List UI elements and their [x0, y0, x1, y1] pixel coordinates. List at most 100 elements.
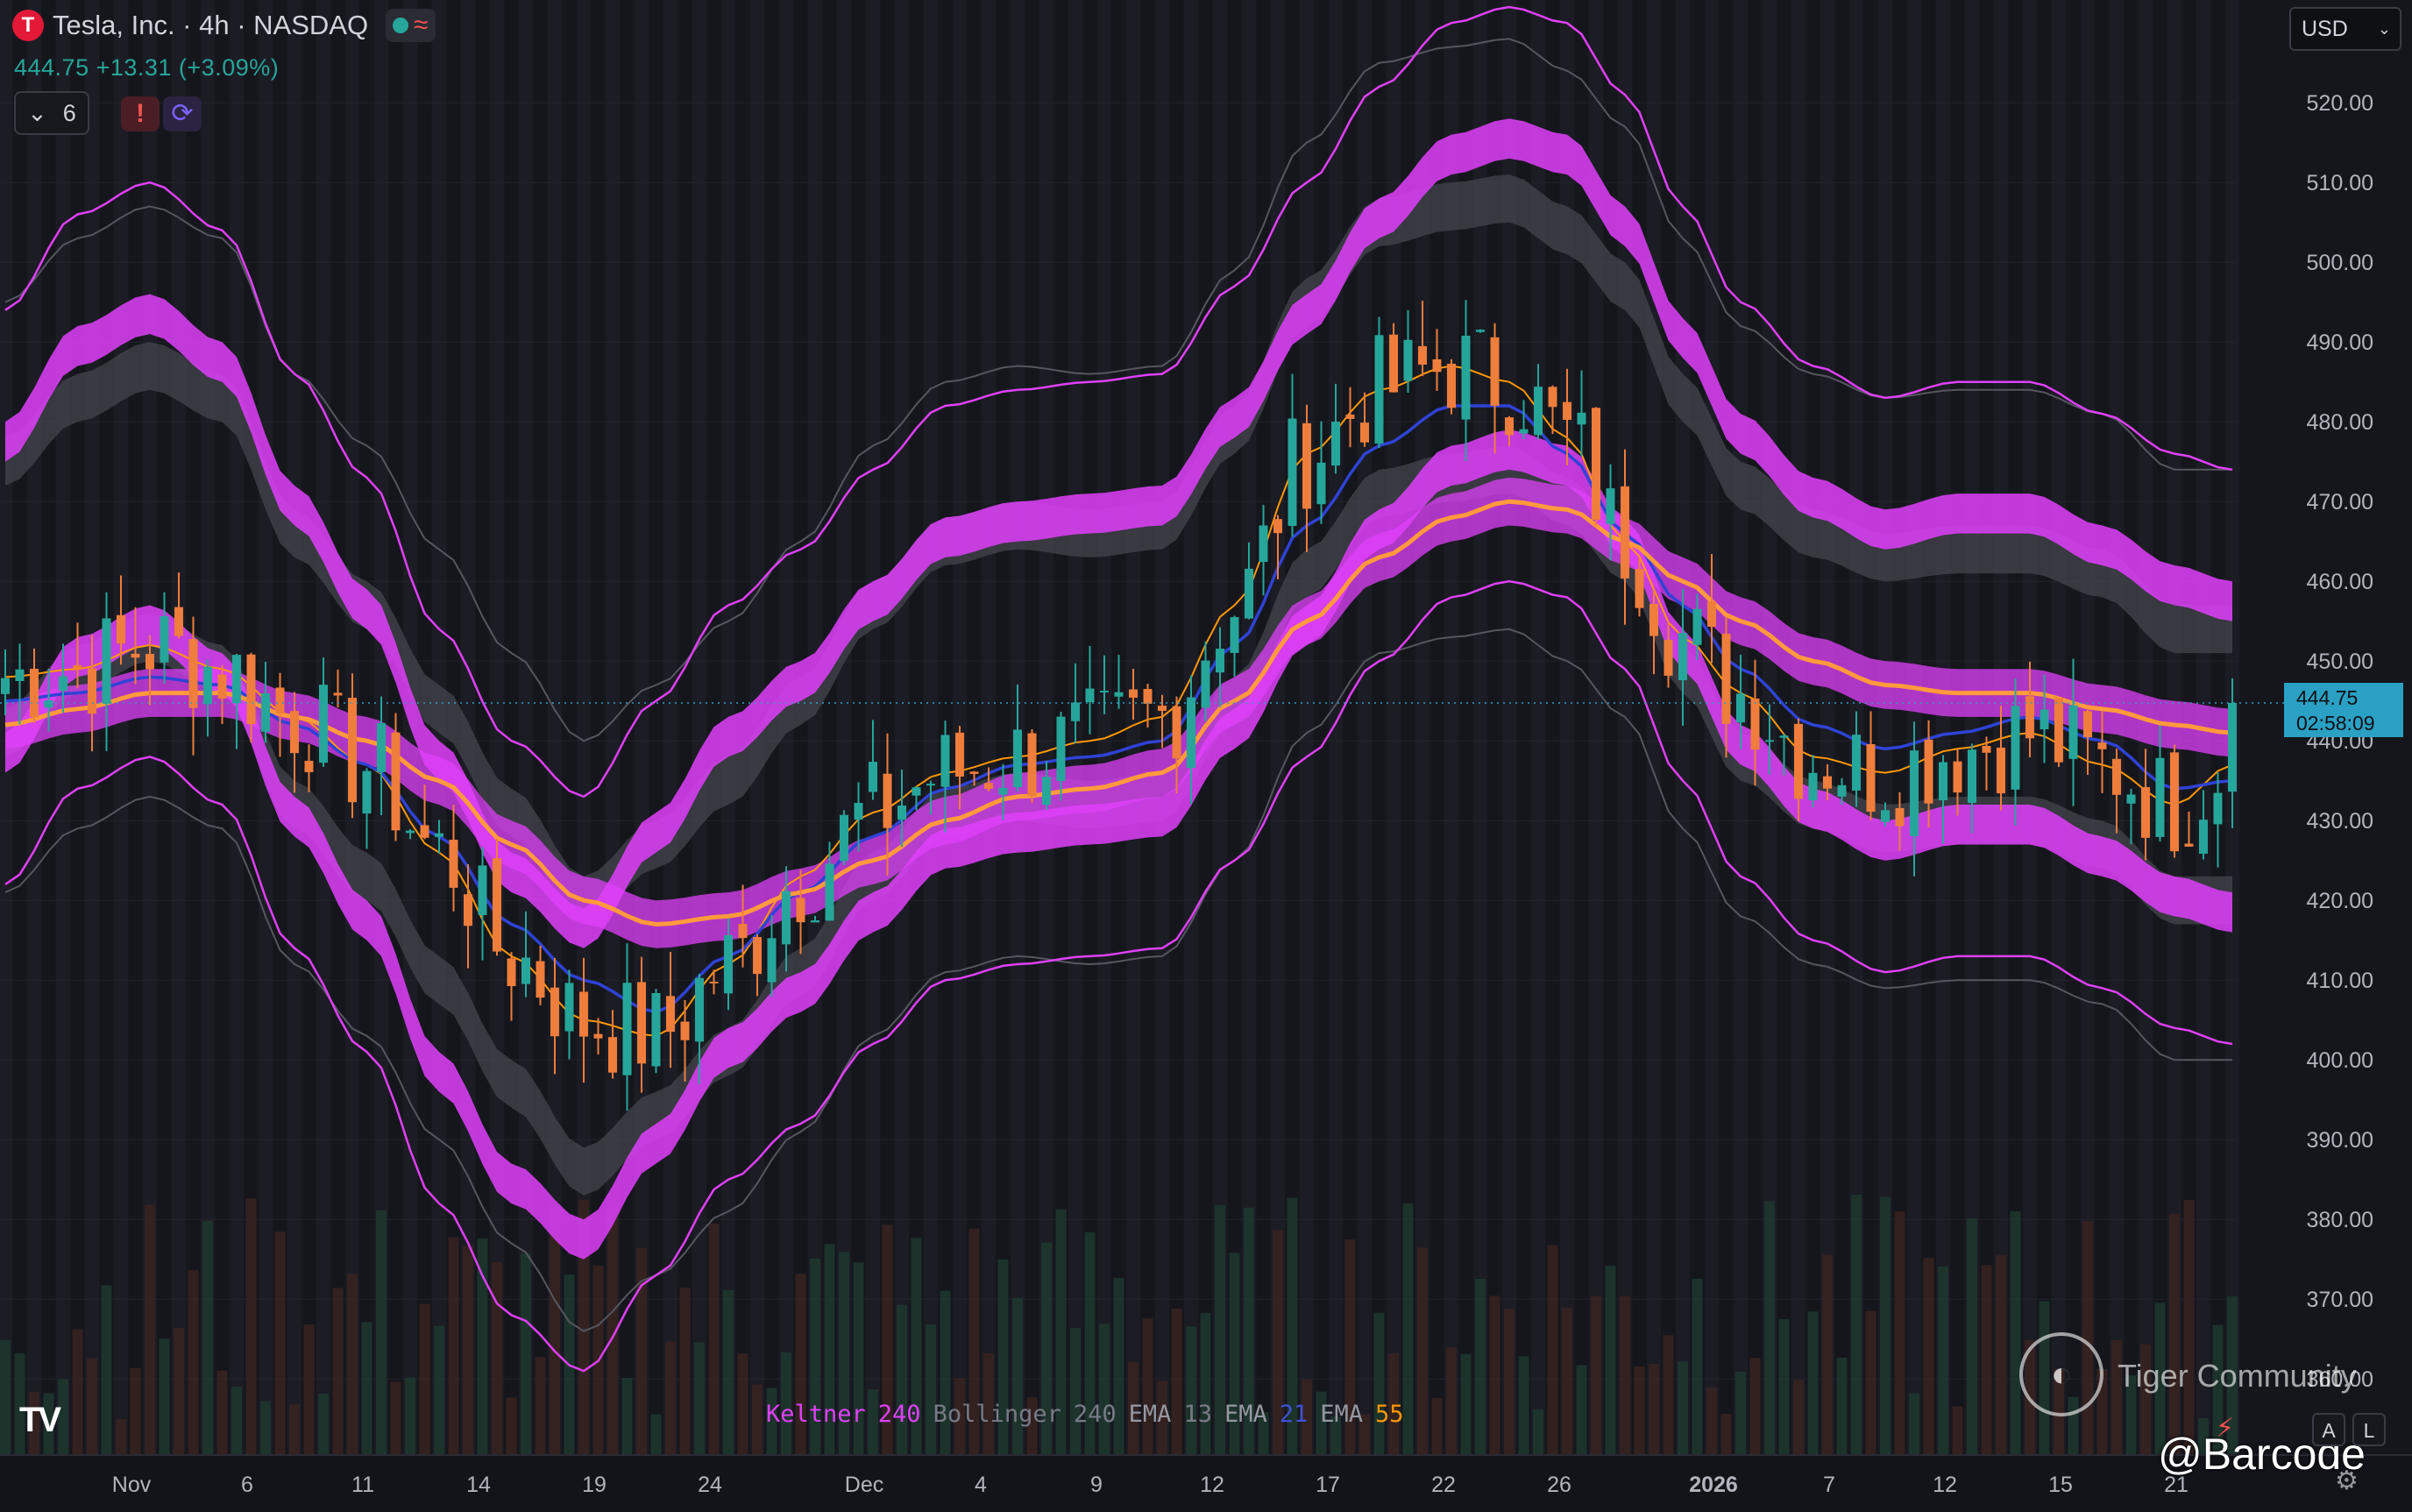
candle-body [102, 618, 111, 704]
volume-bar [1084, 1232, 1096, 1455]
candle-body [1736, 693, 1745, 723]
session-band [518, 0, 534, 1455]
candle-body [1548, 387, 1557, 408]
warning-icon[interactable]: ! [121, 96, 160, 131]
volume-bar [607, 1208, 618, 1455]
legend-item[interactable]: EMA 13 [1129, 1401, 1212, 1428]
price-tick-label: 450.00 [2307, 650, 2373, 674]
gear-icon[interactable]: ⚙ [2335, 1466, 2359, 1495]
candle-body [1692, 608, 1702, 645]
candle-body [782, 891, 791, 945]
price-tick-label: 410.00 [2307, 969, 2373, 993]
volume-bar [159, 1338, 170, 1455]
volume-bar [347, 1274, 358, 1455]
session-band [1328, 0, 1344, 1455]
session-band [836, 0, 852, 1455]
candle-body [1259, 525, 1268, 563]
candle-body [2184, 843, 2194, 847]
volume-bar [1475, 1278, 1486, 1455]
indicators-toggle[interactable]: ⌄ 6 [14, 91, 89, 135]
session-band [807, 0, 823, 1455]
time-tick-label: 24 [698, 1473, 722, 1497]
volume-bar [1504, 1309, 1515, 1455]
candle-body [1476, 330, 1485, 332]
volume-bar [1909, 1393, 1919, 1455]
price-axis[interactable]: 520.00 510.00 500.00 490.00 480.00 470.00 460.… [2307, 91, 2373, 1392]
candle-body [969, 771, 979, 774]
symbol-header[interactable]: T Tesla, Inc. · 4h · NASDAQ ≈ [12, 9, 436, 42]
currency-select[interactable]: USD ⌄ [2289, 7, 2401, 51]
candle-body [1302, 422, 1311, 509]
lightning-icon[interactable]: ⚡ [2216, 1414, 2235, 1443]
volume-bar [2140, 1344, 2151, 1455]
candles[interactable] [1, 300, 2237, 1111]
time-tick-label: 19 [582, 1473, 607, 1497]
candle-body [304, 760, 314, 772]
time-tick-label: 12 [1933, 1473, 1957, 1497]
candle-body [738, 924, 748, 939]
volume-bar [2082, 1220, 2093, 1455]
candle-body [1779, 735, 1789, 738]
time-axis[interactable]: Nov 6 11 14 19 24 Dec 4 9 12 17 22 26 2026 7 12 15 21 [0, 1454, 2412, 1512]
volume-bar [405, 1377, 415, 1455]
candle-body [753, 937, 762, 975]
volume-bar [1605, 1266, 1616, 1455]
candle-body [521, 957, 530, 984]
volume-bar [2183, 1199, 2195, 1455]
candle-body [564, 983, 574, 1032]
legend-item-name: EMA [1320, 1401, 1364, 1428]
volume-bar [752, 1384, 763, 1455]
sync-icon[interactable]: ⟳ [163, 96, 202, 131]
volume-bar [1620, 1295, 1630, 1455]
legend-item[interactable]: EMA 55 [1320, 1401, 1403, 1428]
ema21-line [4, 404, 2233, 1014]
session-band [1877, 0, 1893, 1455]
candle-body [1345, 414, 1355, 419]
time-tick-label: 15 [2048, 1473, 2073, 1497]
candle-body [2126, 794, 2136, 804]
price-tick-label: 490.00 [2307, 330, 2373, 355]
candle-body [333, 692, 343, 696]
status-badges[interactable]: ≈ [386, 9, 436, 42]
volume-bar [1591, 1295, 1601, 1455]
volume-bar [781, 1352, 791, 1455]
legend-item[interactable]: Keltner 240 [766, 1401, 921, 1428]
volume-bar [1302, 1379, 1312, 1455]
indicator-count: 6 [62, 99, 76, 126]
symbol-title[interactable]: Tesla, Inc. · 4h · NASDAQ [53, 10, 369, 40]
candle-body [767, 938, 777, 983]
volume-bar [434, 1325, 444, 1455]
price-tick-label: 520.00 [2307, 91, 2373, 116]
bollinger-upper-fill [5, 174, 2232, 925]
volume-bar [87, 1358, 97, 1455]
bollinger-lower-outer [4, 628, 2232, 1332]
tradingview-logo-icon[interactable]: TV [19, 1401, 61, 1439]
volume-bar [2010, 1210, 2021, 1455]
keltner-lower-fill [5, 429, 2232, 1260]
candle-body [1721, 633, 1731, 724]
volume-bar [1576, 1365, 1587, 1455]
candle-body [579, 991, 588, 1037]
candle-body [2199, 820, 2208, 854]
candle-body [1881, 810, 1890, 822]
candle-body [464, 894, 472, 926]
session-band [1299, 0, 1315, 1455]
session-band [547, 0, 563, 1455]
auto-scale-button[interactable]: A [2312, 1413, 2345, 1446]
legend-item[interactable]: EMA 21 [1224, 1401, 1308, 1428]
candle-body [1750, 698, 1760, 750]
volume-bar [708, 1223, 720, 1455]
volume-bar [260, 1401, 271, 1455]
log-scale-button[interactable]: L [2352, 1413, 2386, 1446]
indicator-legend[interactable]: Keltner 240 Bollinger 240 EMA 13 EMA 21 EMA 55 [766, 1401, 1404, 1428]
session-band [1964, 0, 1980, 1455]
candle-body [449, 840, 458, 888]
legend-item[interactable]: Bollinger 240 [933, 1401, 1117, 1428]
volume-bar [1678, 1361, 1688, 1455]
bollinger-upper-outer [4, 38, 2232, 742]
volume-bar [318, 1394, 329, 1455]
legend-item-name: Bollinger [933, 1401, 1061, 1428]
candle-body [955, 732, 964, 777]
tesla-logo-icon: T [12, 10, 44, 41]
